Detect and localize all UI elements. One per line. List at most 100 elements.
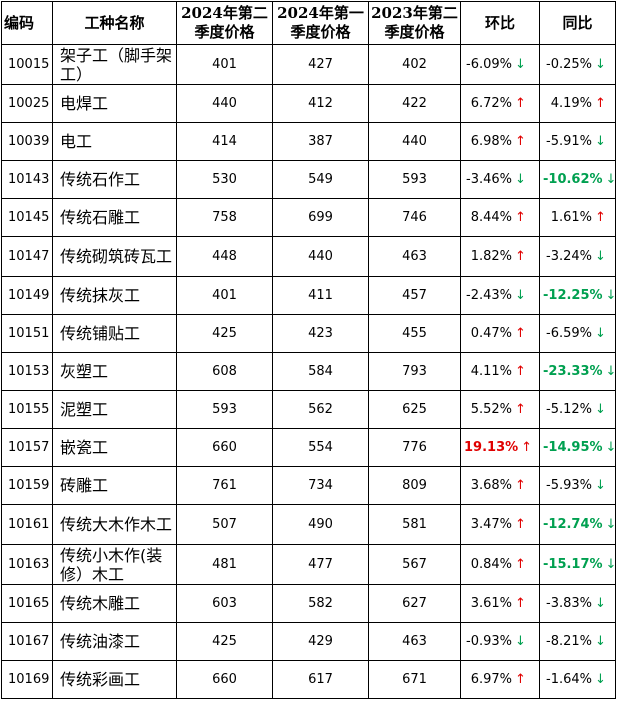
cell-hb-value: 6.72% — [470, 96, 512, 111]
cell-hb: 1.82% ↑ — [460, 236, 540, 277]
cell-tb-value: -12.74% — [543, 517, 603, 532]
cell-code: 10169 — [1, 660, 53, 699]
cell-q1-2024: 562 — [272, 390, 369, 429]
table-row: 10167 传统油漆工 425 429 463 -0.93% ↓ -8.21% ↓ — [1, 622, 616, 661]
arrow-up-icon: ↑ — [515, 517, 526, 532]
cell-q2-2024: 758 — [176, 198, 273, 237]
cell-name: 传统抹灰工 — [52, 276, 177, 315]
cell-name: 传统石雕工 — [52, 198, 177, 237]
cell-q2-2023: 627 — [368, 584, 461, 623]
cell-hb-value: 3.47% — [470, 517, 512, 532]
header-q2-2024: 2024年第二季度价格 — [176, 1, 273, 45]
cell-tb-value: 4.19% — [550, 96, 592, 111]
arrow-down-icon: ↓ — [515, 172, 526, 187]
table-row: 10039 电工 414 387 440 6.98% ↑ -5.91% ↓ — [1, 122, 616, 161]
cell-tb: -3.24% ↓ — [539, 236, 616, 277]
cell-q2-2023: 581 — [368, 504, 461, 545]
cell-q1-2024: 423 — [272, 314, 369, 353]
cell-tb: -15.17% ↓ — [539, 544, 616, 585]
cell-tb: -12.25% ↓ — [539, 276, 616, 315]
cell-code: 10039 — [1, 122, 53, 161]
table-row: 10149 传统抹灰工 401 411 457 -2.43% ↓ -12.25% ↓ — [1, 276, 616, 315]
cell-hb: 3.68% ↑ — [460, 466, 540, 505]
arrow-down-icon: ↓ — [515, 634, 526, 649]
cell-q2-2024: 440 — [176, 84, 273, 123]
cell-code: 10149 — [1, 276, 53, 315]
cell-q2-2023: 463 — [368, 236, 461, 277]
cell-hb-value: 19.13% — [464, 440, 519, 455]
cell-q1-2024: 734 — [272, 466, 369, 505]
cell-tb: -10.62% ↓ — [539, 160, 616, 199]
cell-tb: 1.61% ↑ — [539, 198, 616, 237]
cell-q2-2024: 414 — [176, 122, 273, 161]
cell-tb-value: -12.25% — [543, 288, 603, 303]
cell-hb: 3.61% ↑ — [460, 584, 540, 623]
cell-q2-2024: 507 — [176, 504, 273, 545]
table-row: 10147 传统砌筑砖瓦工 448 440 463 1.82% ↑ -3.24% ↓ — [1, 236, 616, 277]
cell-q2-2023: 809 — [368, 466, 461, 505]
table-row: 10159 砖雕工 761 734 809 3.68% ↑ -5.93% ↓ — [1, 466, 616, 505]
cell-code: 10165 — [1, 584, 53, 623]
cell-name: 灰塑工 — [52, 352, 177, 391]
cell-q1-2024: 584 — [272, 352, 369, 391]
cell-q2-2024: 401 — [176, 44, 273, 85]
cell-hb: 6.97% ↑ — [460, 660, 540, 699]
cell-hb: -6.09% ↓ — [460, 44, 540, 85]
cell-hb-value: -0.93% — [466, 634, 512, 649]
cell-hb-value: 0.84% — [470, 557, 512, 572]
cell-q2-2024: 481 — [176, 544, 273, 585]
arrow-down-icon: ↓ — [605, 517, 616, 532]
cell-tb-value: -14.95% — [543, 440, 603, 455]
cell-hb-value: 6.97% — [470, 672, 512, 687]
cell-tb: -23.33% ↓ — [539, 352, 616, 391]
cell-tb: -5.91% ↓ — [539, 122, 616, 161]
cell-q2-2023: 440 — [368, 122, 461, 161]
arrow-down-icon: ↓ — [595, 57, 606, 72]
cell-q2-2023: 776 — [368, 428, 461, 467]
arrow-down-icon: ↓ — [605, 288, 616, 303]
arrow-up-icon: ↑ — [595, 96, 606, 111]
cell-code: 10161 — [1, 504, 53, 545]
cell-tb-value: -3.24% — [546, 249, 592, 264]
cell-tb-value: -8.21% — [546, 634, 592, 649]
cell-hb: 8.44% ↑ — [460, 198, 540, 237]
header-hb: 环比 — [460, 1, 540, 45]
cell-hb: 0.47% ↑ — [460, 314, 540, 353]
cell-q1-2024: 477 — [272, 544, 369, 585]
cell-tb: -1.64% ↓ — [539, 660, 616, 699]
cell-code: 10147 — [1, 236, 53, 277]
cell-tb-value: -5.12% — [546, 402, 592, 417]
cell-name: 架子工（脚手架工） — [52, 44, 177, 85]
cell-name: 电工 — [52, 122, 177, 161]
cell-hb-value: -2.43% — [466, 288, 512, 303]
cell-tb: -8.21% ↓ — [539, 622, 616, 661]
cell-q2-2023: 455 — [368, 314, 461, 353]
cell-tb: -6.59% ↓ — [539, 314, 616, 353]
cell-name: 嵌瓷工 — [52, 428, 177, 467]
cell-q1-2024: 490 — [272, 504, 369, 545]
header-q2-2023: 2023年第二季度价格 — [368, 1, 461, 45]
cell-hb: 3.47% ↑ — [460, 504, 540, 545]
cell-q2-2023: 625 — [368, 390, 461, 429]
cell-q2-2024: 530 — [176, 160, 273, 199]
cell-tb: -14.95% ↓ — [539, 428, 616, 467]
cell-hb: 6.72% ↑ — [460, 84, 540, 123]
cell-hb-value: 5.52% — [470, 402, 512, 417]
cell-code: 10155 — [1, 390, 53, 429]
cell-hb: 4.11% ↑ — [460, 352, 540, 391]
cell-hb: 0.84% ↑ — [460, 544, 540, 585]
cell-code: 10025 — [1, 84, 53, 123]
cell-q1-2024: 429 — [272, 622, 369, 661]
cell-code: 10157 — [1, 428, 53, 467]
cell-q2-2024: 761 — [176, 466, 273, 505]
arrow-up-icon: ↑ — [515, 249, 526, 264]
arrow-up-icon: ↑ — [515, 557, 526, 572]
cell-q2-2023: 793 — [368, 352, 461, 391]
arrow-up-icon: ↑ — [515, 326, 526, 341]
arrow-down-icon: ↓ — [595, 402, 606, 417]
cell-q2-2024: 660 — [176, 660, 273, 699]
cell-name: 传统石作工 — [52, 160, 177, 199]
cell-q1-2024: 549 — [272, 160, 369, 199]
cell-name: 电焊工 — [52, 84, 177, 123]
